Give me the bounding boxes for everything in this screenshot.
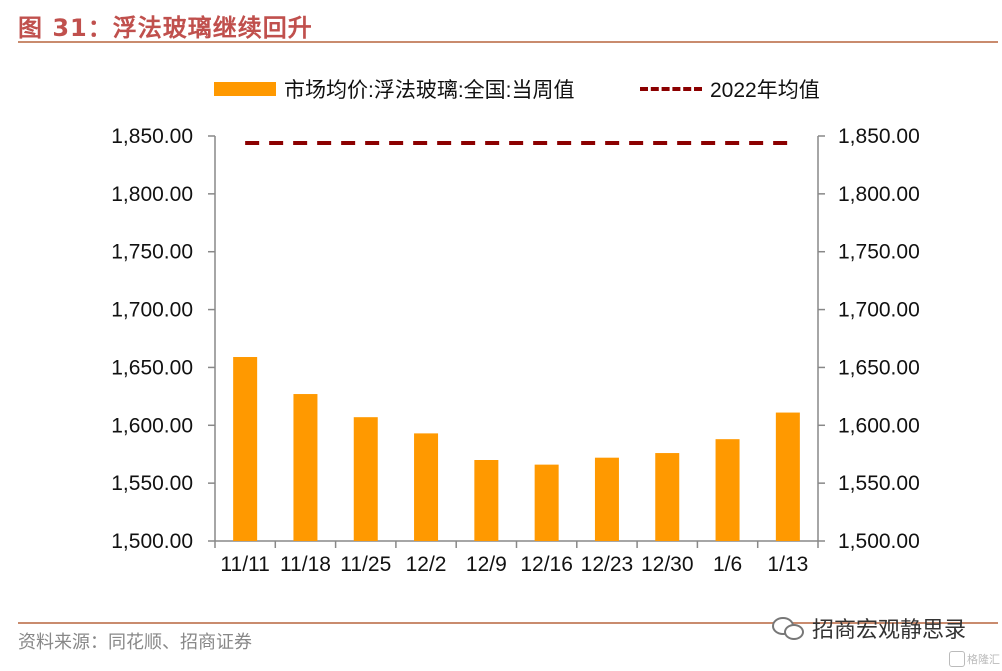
watermark-sub-text: 格隆汇 (967, 654, 1000, 666)
bottom-rule (18, 622, 998, 624)
y-tick-label-right: 1,800.00 (838, 183, 920, 206)
y-tick-label-left: 1,500.00 (111, 530, 193, 553)
y-tick-label-left: 1,800.00 (111, 183, 193, 206)
y-tick-label-right: 1,850.00 (838, 125, 920, 148)
x-tick-label: 12/9 (466, 553, 507, 576)
bar-1/6 (715, 439, 740, 541)
y-tick-label-right: 1,550.00 (838, 472, 920, 495)
y-tick-label-left: 1,750.00 (111, 241, 193, 264)
x-tick-label: 11/11 (220, 553, 269, 576)
bar-12/2 (414, 433, 439, 541)
x-tick-label: 1/6 (713, 553, 742, 576)
bar-12/9 (474, 460, 499, 541)
y-tick-label-left: 1,650.00 (111, 356, 193, 379)
legend-swatch-bar (214, 82, 276, 96)
y-tick-label-right: 1,700.00 (838, 299, 920, 322)
logo-icon (949, 651, 965, 667)
bar-12/16 (534, 464, 559, 541)
legend-swatch-line (640, 87, 702, 91)
legend-item-line: 2022年均值 (640, 74, 820, 104)
source-note: 资料来源：同花顺、招商证券 (18, 632, 252, 653)
y-tick-label-right: 1,500.00 (838, 530, 920, 553)
bar-12/30 (655, 453, 680, 541)
bar-11/18 (293, 394, 318, 541)
watermark: 招商宏观静思录 (771, 612, 966, 644)
legend: 市场均价:浮法玻璃:全国:当周值 2022年均值 (0, 74, 1002, 104)
top-rule (18, 41, 998, 43)
legend-label-line: 2022年均值 (710, 79, 820, 102)
legend-label-bar: 市场均价:浮法玻璃:全国:当周值 (284, 79, 575, 102)
bar-1/13 (775, 412, 800, 541)
x-tick-label: 12/16 (520, 553, 573, 576)
x-tick-label: 11/18 (280, 553, 331, 576)
x-tick-label: 11/25 (340, 553, 391, 576)
y-tick-label-left: 1,700.00 (111, 299, 193, 322)
bar-11/25 (353, 417, 378, 541)
figure-title: 图 31：浮法玻璃继续回升 (18, 14, 313, 42)
y-tick-label-right: 1,650.00 (838, 356, 920, 379)
watermark-sub: 格隆汇 (949, 651, 1000, 667)
x-tick-label: 12/30 (641, 553, 694, 576)
y-tick-label-left: 1,600.00 (111, 414, 193, 437)
y-tick-label-right: 1,600.00 (838, 414, 920, 437)
x-tick-label: 1/13 (767, 553, 808, 576)
x-tick-label: 12/2 (406, 553, 447, 576)
wechat-icon (771, 615, 806, 641)
y-tick-label-left: 1,550.00 (111, 472, 193, 495)
y-tick-label-right: 1,750.00 (838, 241, 920, 264)
bar-12/23 (594, 457, 619, 541)
watermark-text: 招商宏观静思录 (811, 618, 966, 643)
legend-item-bar: 市场均价:浮法玻璃:全国:当周值 (214, 74, 575, 104)
bar-11/11 (233, 357, 258, 541)
x-tick-label: 12/23 (581, 553, 634, 576)
y-tick-label-left: 1,850.00 (111, 125, 193, 148)
